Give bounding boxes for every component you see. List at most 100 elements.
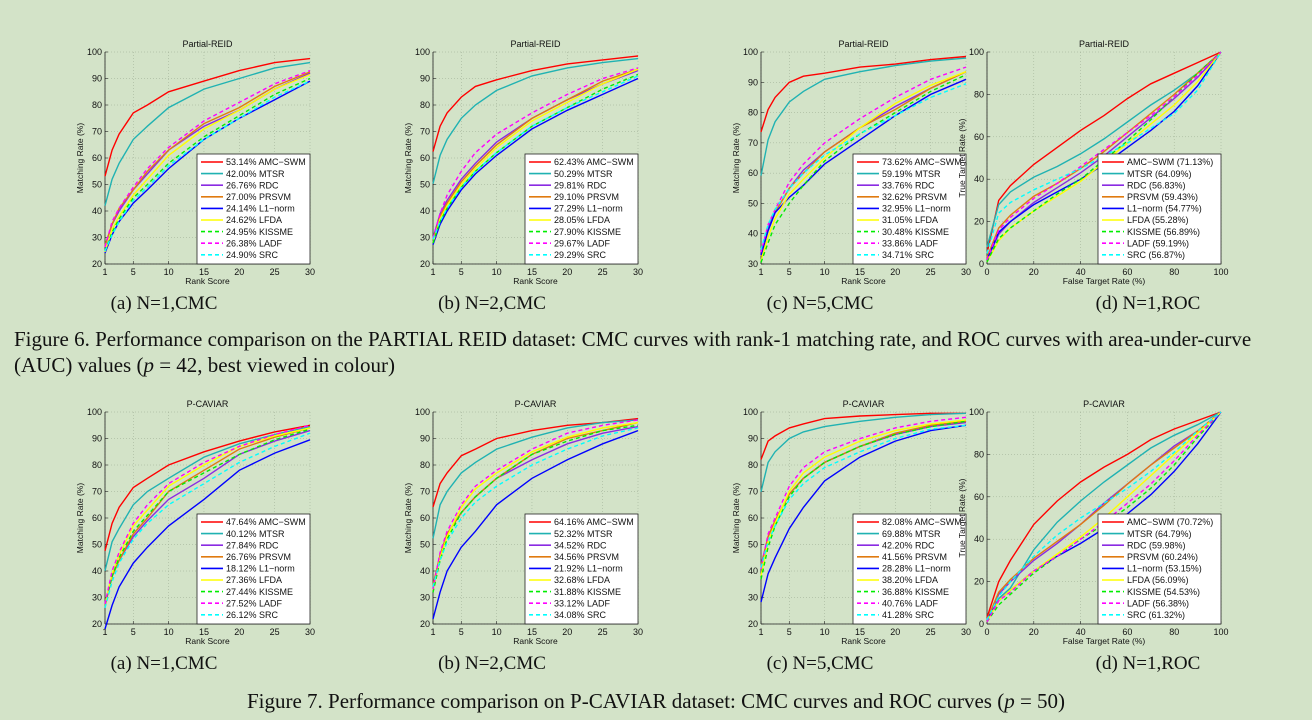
series-line-l1-norm [104,80,311,254]
y-tick-label: 100 [969,407,984,417]
legend-label: 26.38% LADF [226,238,283,248]
y-tick-label: 40 [92,566,102,576]
series-line-kissme [760,74,967,263]
x-tick-label: 100 [1213,627,1228,637]
x-axis-label: Rank Score [513,276,558,286]
y-tick-label: 40 [92,206,102,216]
legend-label: 41.28% SRC [882,610,935,620]
series-line-amc-swm [986,51,1222,254]
x-tick-label: 20 [1029,267,1039,277]
series-line-ladf [432,419,639,590]
chart-title: Partial-REID [1079,39,1130,49]
legend: AMC−SWM (71.13%) MTSR (64.09%)RDC (56.83%… [1097,153,1222,265]
legend-label: 50.29% MTSR [554,169,613,179]
y-tick-label: 90 [420,434,430,444]
series-line-src [986,411,1222,621]
y-tick-label: 80 [748,460,758,470]
x-tick-label: 1 [758,267,763,277]
legend-label: AMC−SWM (70.72%) [1127,517,1213,527]
series-line-src [432,75,639,240]
legend-label: 34.08% SRC [554,610,607,620]
x-tick-label: 60 [1122,627,1132,637]
chart-title: Partial-REID [838,39,889,49]
series-line-lfda [432,421,639,591]
legend-label: 24.14% L1−norm [226,204,295,214]
x-tick-label: 1 [102,627,107,637]
legend-label: 73.62% AMC−SWM [882,157,962,167]
x-tick-label: 10 [820,267,830,277]
x-axis-label: False Target Rate (%) [1063,276,1146,286]
x-axis-label: Rank Score [513,636,558,646]
y-tick-label: 50 [420,180,430,190]
y-axis-label: True Target Rate (%) [957,118,967,197]
series-line-l1-norm [432,77,639,245]
chart-panel: 1 5 10 15 20 25 30 20 30 40 50 60 70 80 90 100 P-CAVIAR R… [656,365,984,650]
y-tick-label: 50 [420,540,430,550]
x-tick-label: 80 [1169,627,1179,637]
y-tick-label: 30 [420,593,430,603]
y-tick-label: 40 [420,206,430,216]
series-line-l1-norm [760,424,967,603]
legend-label: 40.12% MTSR [226,529,285,539]
legend-label: 40.76% LADF [882,598,939,608]
x-tick-label: 30 [633,627,643,637]
x-tick-label: 1 [758,627,763,637]
legend-label: RDC (59.98%) [1127,540,1186,550]
legend-label: 47.64% AMC−SWM [226,517,306,527]
subcaption: (d) N=1,ROC [1095,293,1201,314]
chart-title: Partial-REID [182,39,233,49]
chart-title: Partial-REID [510,39,561,49]
x-tick-label: 15 [199,627,209,637]
series-line-ladf [760,66,967,253]
y-tick-label: 80 [974,449,984,459]
series-line-lfda [986,411,1222,623]
legend-label: SRC (56.87%) [1127,250,1185,260]
y-tick-label: 20 [92,259,102,269]
x-tick-label: 5 [131,267,136,277]
y-axis-label: Matching Rate (%) [731,483,741,554]
series-line-mtsr [760,412,967,492]
subcaption: (c) N=5,CMC [766,293,874,314]
chart-svg: 1 5 10 15 20 25 302030405060708090100P-CAVIARR… [731,399,971,646]
y-tick-label: 60 [748,168,758,178]
x-tick-label: 40 [1076,627,1086,637]
x-tick-label: 10 [164,267,174,277]
y-tick-label: 50 [748,198,758,208]
x-tick-label: 25 [598,627,608,637]
chart-title: P-CAVIAR [1083,399,1125,409]
y-tick-label: 60 [92,513,102,523]
series-line-kissme [986,51,1222,263]
legend-label: PRSVM (59.43%) [1127,192,1198,202]
legend-label: 64.16% AMC−SWM [554,517,634,527]
y-tick-label: 0 [979,259,984,269]
chart-panel: 1 5 10 15 20 25 30 20 30 40 50 60 70 80 90 100 Partial-R… [0,5,328,290]
chart-panel: 1 5 10 15 20 25 30 20 30 40 50 60 70 80 90 100 P-CAVIAR R… [0,365,328,650]
series-line-src [986,51,1222,254]
x-axis-label: False Target Rate (%) [1063,636,1146,646]
series-line-ladf [986,51,1222,261]
chart-svg: 1 5 10 15 20 25 302030405060708090100P-CAVIARR… [75,399,315,646]
series-line-kissme [760,420,967,580]
legend-label: 26.12% SRC [226,610,279,620]
chart-panel: 0 20 40 60 80 100 0 20 40 60 80 100 P-CAVIAR False Ta… [957,365,1312,650]
legend-label: 42.20% RDC [882,540,935,550]
legend-label: KISSME (56.89%) [1127,227,1200,237]
y-tick-label: 60 [974,132,984,142]
chart-svg: 1 5 10 15 20 25 3030405060708090100Partial-REI… [731,39,971,286]
y-tick-label: 90 [92,74,102,84]
legend-label: 34.56% PRSVM [554,552,619,562]
series-line-src [104,80,311,252]
y-tick-label: 30 [92,233,102,243]
legend-label: 34.52% RDC [554,540,607,550]
series-line-lfda [104,73,311,253]
x-tick-label: 40 [1076,267,1086,277]
legend-label: 33.86% LADF [882,238,939,248]
series-line-prsvm [986,411,1222,621]
subcaption: (d) N=1,ROC [1095,653,1201,674]
y-axis-label: Matching Rate (%) [403,483,413,554]
chart-svg: 1 5 10 15 20 25 302030405060708090100P-CAVIARR… [403,399,643,646]
series-line-l1-norm [760,78,967,256]
figure-caption: Figure 6. Performance comparison on the … [14,327,1252,377]
legend-label: 24.62% LFDA [226,215,282,225]
